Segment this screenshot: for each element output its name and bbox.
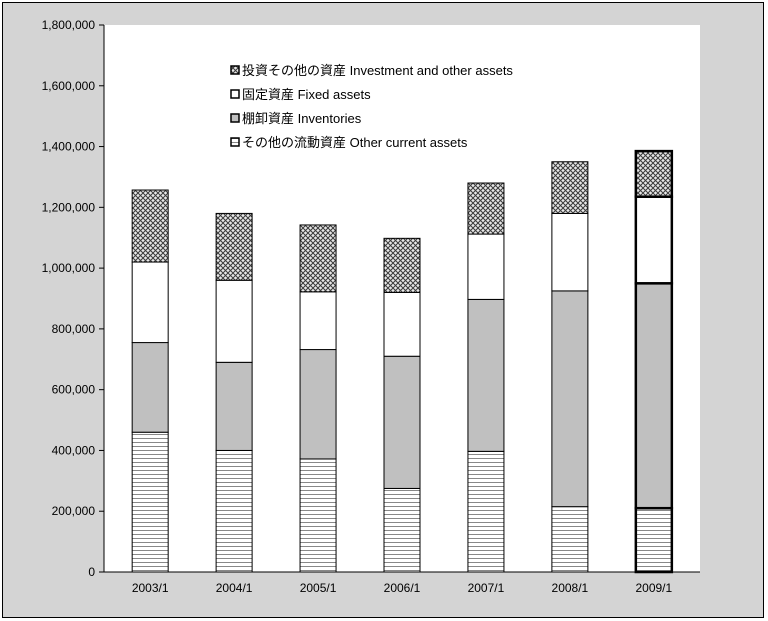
bar-segment-2006-1-s1 xyxy=(383,355,421,489)
legend-label: 棚卸資産 Inventories xyxy=(242,111,362,126)
bar-segment-2007-1-s3 xyxy=(467,182,505,235)
bar-segment-2003-1-s2 xyxy=(131,261,169,344)
bar-segment-2006-1-s3 xyxy=(383,237,421,293)
bar-segment-2009-1-s2 xyxy=(634,195,674,285)
legend-swatch xyxy=(230,65,240,75)
legend: 投資その他の資産 Investment and other assets 固定資産… xyxy=(230,63,513,150)
x-tick-label: 2007/1 xyxy=(468,581,505,595)
y-tick-label: 200,000 xyxy=(52,504,96,518)
y-tick-label: 1,600,000 xyxy=(42,79,96,93)
bar-segment-2004-1-s2 xyxy=(215,279,253,363)
bar-segment-2004-1-s1 xyxy=(215,361,253,451)
bar-segment-2006-1-s0 xyxy=(383,487,421,573)
bar-segment-2008-1-s3 xyxy=(551,161,589,214)
y-tick-label: 600,000 xyxy=(52,383,96,397)
x-tick-label: 2004/1 xyxy=(216,581,253,595)
bar-segment-2005-1-s2 xyxy=(299,291,337,351)
y-tick-label: 1,800,000 xyxy=(42,18,96,32)
legend-swatch xyxy=(230,89,240,99)
x-tick-label: 2006/1 xyxy=(384,581,421,595)
x-tick-label: 2008/1 xyxy=(552,581,589,595)
y-tick-label: 1,000,000 xyxy=(42,261,96,275)
legend-label: 投資その他の資産 Investment and other assets xyxy=(242,63,513,78)
bar-segment-2004-1-s3 xyxy=(215,212,253,281)
bar-segment-2008-1-s2 xyxy=(551,212,589,292)
bar-segment-2006-1-s2 xyxy=(383,291,421,357)
y-tick-label: 1,200,000 xyxy=(42,200,96,214)
bar-segment-2003-1-s3 xyxy=(131,189,169,263)
legend-label: 固定資産 Fixed assets xyxy=(242,87,371,102)
bar-segment-2009-1-s1 xyxy=(634,282,674,510)
y-tick-label: 1,400,000 xyxy=(42,140,96,154)
y-tick-label: 400,000 xyxy=(52,443,96,457)
y-tick-label: 0 xyxy=(88,565,95,579)
bar-segment-2004-1-s0 xyxy=(215,449,253,573)
legend-label: その他の流動資産 Other current assets xyxy=(242,135,468,150)
bar-segment-2008-1-s0 xyxy=(551,506,589,573)
legend-swatch xyxy=(230,137,240,147)
bar-segment-2009-1-s0 xyxy=(634,506,674,574)
bar-segment-2005-1-s0 xyxy=(299,458,337,573)
bar-segment-2007-1-s0 xyxy=(467,450,505,573)
bar-segment-2003-1-s1 xyxy=(131,342,169,433)
x-tick-label: 2009/1 xyxy=(635,581,672,595)
bar-segment-2007-1-s1 xyxy=(467,298,505,452)
bar-segment-2008-1-s1 xyxy=(551,290,589,508)
y-tick-label: 800,000 xyxy=(52,322,96,336)
bar-segment-2007-1-s2 xyxy=(467,233,505,300)
x-axis: 2003/1 2004/1 2005/1 2006/1 2007/1 2008/1 2009… xyxy=(104,571,700,595)
bar-segment-2005-1-s3 xyxy=(299,224,337,293)
x-tick-label: 2003/1 xyxy=(132,581,169,595)
bar-segment-2005-1-s1 xyxy=(299,349,337,460)
y-axis: 0 200,000 400,000 600,000 800,000 1,000,000 1,… xyxy=(42,18,105,579)
stacked-bar-chart: 0 200,000 400,000 600,000 800,000 1,000,000 1,… xyxy=(42,18,700,595)
bar-segment-2003-1-s0 xyxy=(131,431,169,573)
bars xyxy=(131,149,674,574)
legend-swatch xyxy=(230,113,240,123)
bar-segment-2009-1-s3 xyxy=(634,149,674,198)
x-tick-label: 2005/1 xyxy=(300,581,337,595)
